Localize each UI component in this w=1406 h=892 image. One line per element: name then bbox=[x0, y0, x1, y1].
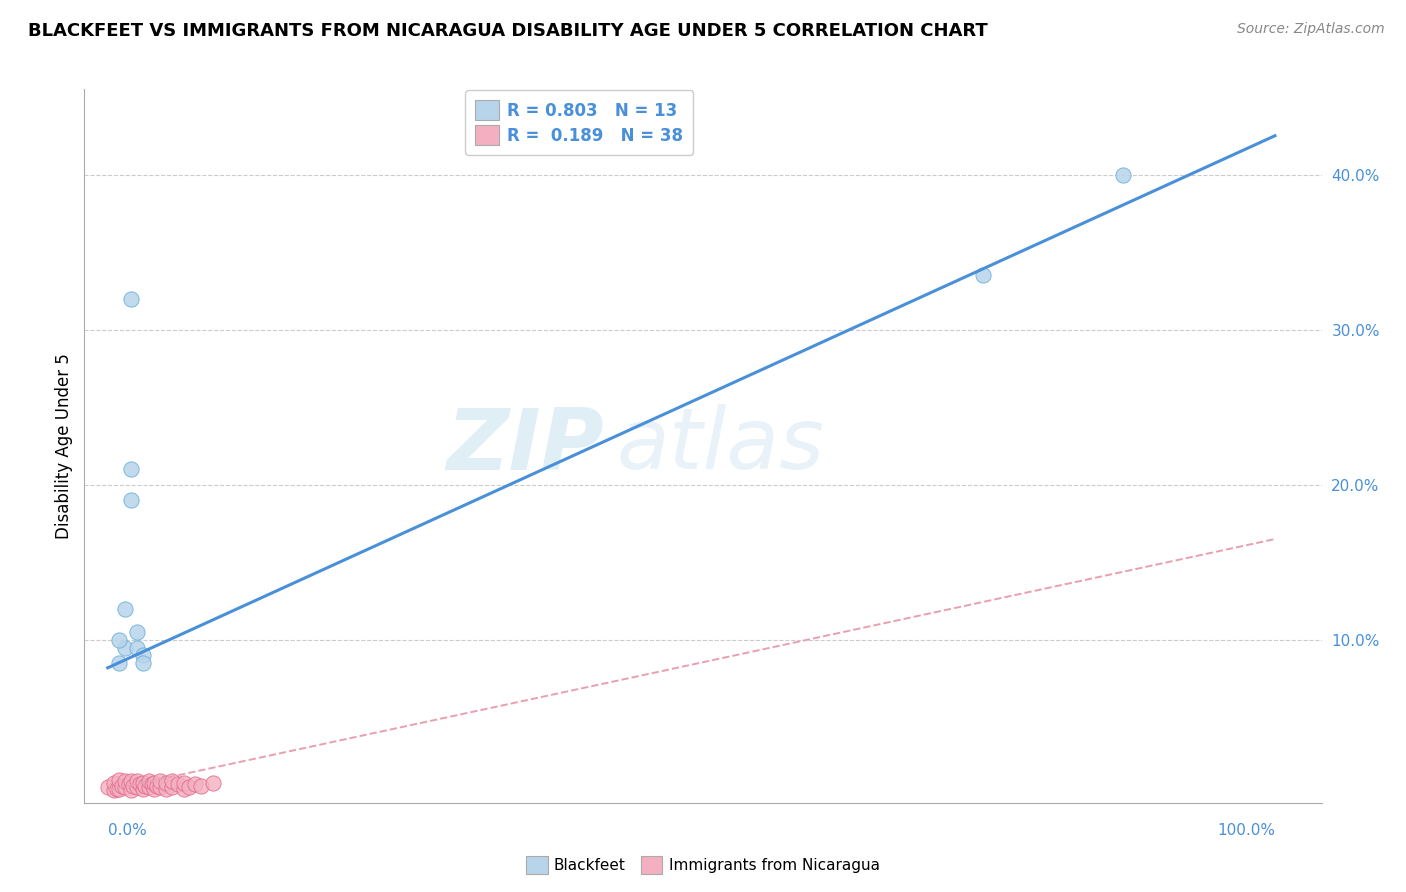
Legend: R = 0.803   N = 13, R =  0.189   N = 38: R = 0.803 N = 13, R = 0.189 N = 38 bbox=[465, 90, 693, 154]
Y-axis label: Disability Age Under 5: Disability Age Under 5 bbox=[55, 353, 73, 539]
Point bbox=[134, 779, 156, 793]
Point bbox=[143, 781, 166, 796]
Text: 0.0%: 0.0% bbox=[108, 823, 146, 838]
Text: BLACKFEET VS IMMIGRANTS FROM NICARAGUA DISABILITY AGE UNDER 5 CORRELATION CHART: BLACKFEET VS IMMIGRANTS FROM NICARAGUA D… bbox=[28, 22, 988, 40]
Point bbox=[132, 648, 155, 663]
Point bbox=[141, 777, 163, 791]
Point bbox=[105, 781, 128, 796]
Legend: Blackfeet, Immigrants from Nicaragua: Blackfeet, Immigrants from Nicaragua bbox=[520, 850, 886, 880]
Point bbox=[108, 656, 131, 670]
Point bbox=[97, 780, 120, 795]
Point bbox=[160, 780, 183, 795]
Point bbox=[114, 780, 136, 795]
Point bbox=[103, 775, 125, 789]
Point bbox=[143, 775, 166, 789]
Point bbox=[122, 779, 145, 793]
Text: 100.0%: 100.0% bbox=[1218, 823, 1275, 838]
Point bbox=[120, 292, 142, 306]
Point bbox=[125, 640, 148, 655]
Point bbox=[125, 625, 148, 640]
Point bbox=[108, 781, 131, 796]
Point bbox=[114, 640, 136, 655]
Point bbox=[138, 774, 160, 789]
Point bbox=[160, 774, 183, 789]
Point bbox=[155, 781, 177, 796]
Text: atlas: atlas bbox=[616, 404, 824, 488]
Point bbox=[108, 772, 131, 787]
Point bbox=[972, 268, 994, 283]
Point bbox=[125, 774, 148, 789]
Point bbox=[111, 779, 134, 793]
Point bbox=[173, 781, 195, 796]
Point bbox=[179, 780, 201, 795]
Point bbox=[149, 774, 172, 789]
Point bbox=[114, 602, 136, 616]
Text: Source: ZipAtlas.com: Source: ZipAtlas.com bbox=[1237, 22, 1385, 37]
Point bbox=[184, 777, 207, 791]
Point bbox=[129, 777, 152, 791]
Point bbox=[120, 462, 142, 476]
Point bbox=[114, 774, 136, 789]
Point bbox=[201, 775, 224, 789]
Point bbox=[132, 656, 155, 670]
Point bbox=[190, 779, 212, 793]
Point bbox=[108, 632, 131, 647]
Point bbox=[149, 780, 172, 795]
Point bbox=[1112, 168, 1135, 182]
Point bbox=[138, 780, 160, 795]
Text: ZIP: ZIP bbox=[446, 404, 605, 488]
Point bbox=[132, 781, 155, 796]
Point bbox=[120, 493, 142, 508]
Point bbox=[145, 779, 167, 793]
Point bbox=[120, 783, 142, 797]
Point bbox=[132, 775, 155, 789]
Point bbox=[155, 775, 177, 789]
Point bbox=[125, 780, 148, 795]
Point bbox=[118, 777, 141, 791]
Point bbox=[120, 774, 142, 789]
Point bbox=[103, 783, 125, 797]
Point bbox=[173, 775, 195, 789]
Point bbox=[166, 777, 188, 791]
